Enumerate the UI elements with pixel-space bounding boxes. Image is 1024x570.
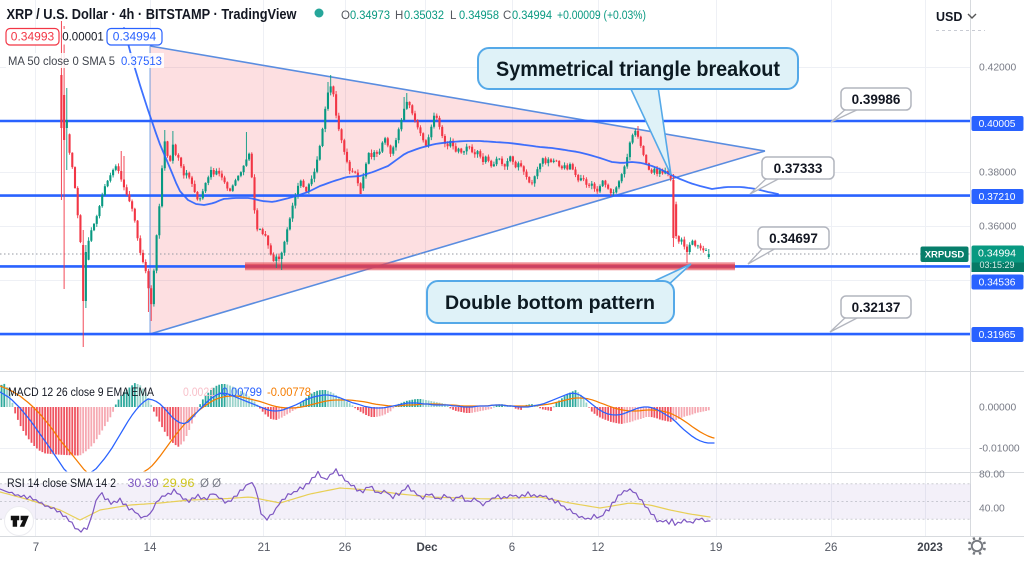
svg-text:19: 19 [710,542,723,554]
svg-text:40.00: 40.00 [979,504,1005,515]
svg-text:0.34973: 0.34973 [350,10,390,22]
svg-text:O: O [341,10,350,22]
svg-text:-0.01000: -0.01000 [979,444,1020,455]
svg-text:Dec: Dec [416,542,438,554]
svg-text:0.31965: 0.31965 [979,330,1016,341]
svg-text:C: C [503,10,511,22]
svg-text:0.37513: 0.37513 [121,56,162,68]
svg-text:0.37333: 0.37333 [774,161,823,176]
svg-text:0.34536: 0.34536 [979,278,1016,289]
svg-text:0.0021: 0.0021 [183,387,215,399]
svg-text:MACD 12 26 close 9 EMA EMA: MACD 12 26 close 9 EMA EMA [8,387,154,399]
svg-text:7: 7 [33,542,39,554]
svg-text:0.34697: 0.34697 [769,231,818,246]
svg-text:H: H [395,10,403,22]
svg-text:0.37210: 0.37210 [979,192,1016,203]
svg-text:0.36000: 0.36000 [979,222,1016,233]
svg-text:-0.00799: -0.00799 [218,387,262,399]
svg-text:03:15:29: 03:15:29 [979,260,1014,270]
svg-text:XRPUSD: XRPUSD [925,250,965,261]
svg-text:0.00001: 0.00001 [62,32,104,44]
svg-text:Symmetrical triangle breakout: Symmetrical triangle breakout [496,58,780,81]
svg-text:14: 14 [144,542,157,554]
svg-text:L: L [450,10,457,22]
svg-text:0.38000: 0.38000 [979,168,1016,179]
svg-text:0.34994: 0.34994 [113,30,157,44]
svg-text:80.00: 80.00 [979,470,1005,481]
svg-text:+0.00009 (+0.03%): +0.00009 (+0.03%) [557,10,646,22]
svg-text:30.30: 30.30 [128,478,159,490]
svg-text:0.34993: 0.34993 [11,30,55,44]
svg-text:29.96: 29.96 [163,478,195,490]
svg-text:0.35032: 0.35032 [404,10,444,22]
svg-text:MA 50 close 0 SMA 5: MA 50 close 0 SMA 5 [8,56,115,68]
svg-text:0.34994: 0.34994 [978,248,1016,260]
svg-text:26: 26 [339,542,352,554]
svg-text:USD: USD [936,10,962,24]
svg-text:-0.00778: -0.00778 [267,387,311,399]
svg-text:XRP / U.S. Dollar · 4h · BITST: XRP / U.S. Dollar · 4h · BITSTAMP · Trad… [7,7,298,23]
svg-text:26: 26 [825,542,838,554]
svg-text:0.32137: 0.32137 [852,300,901,315]
svg-text:0.39986: 0.39986 [852,92,901,107]
svg-text:12: 12 [592,542,605,554]
svg-text:Ø Ø: Ø Ø [200,478,221,490]
svg-text:6: 6 [509,542,515,554]
svg-text:0.42000: 0.42000 [979,63,1016,74]
svg-text:21: 21 [258,542,271,554]
svg-text:RSI 14 close SMA 14 2: RSI 14 close SMA 14 2 [7,478,116,490]
svg-text:2023: 2023 [917,542,943,554]
svg-text:0.40005: 0.40005 [979,119,1016,130]
svg-text:Double bottom pattern: Double bottom pattern [445,293,655,314]
svg-text:0.34958: 0.34958 [459,10,499,22]
svg-text:0.00000: 0.00000 [979,403,1016,414]
svg-text:0.34994: 0.34994 [512,10,553,22]
